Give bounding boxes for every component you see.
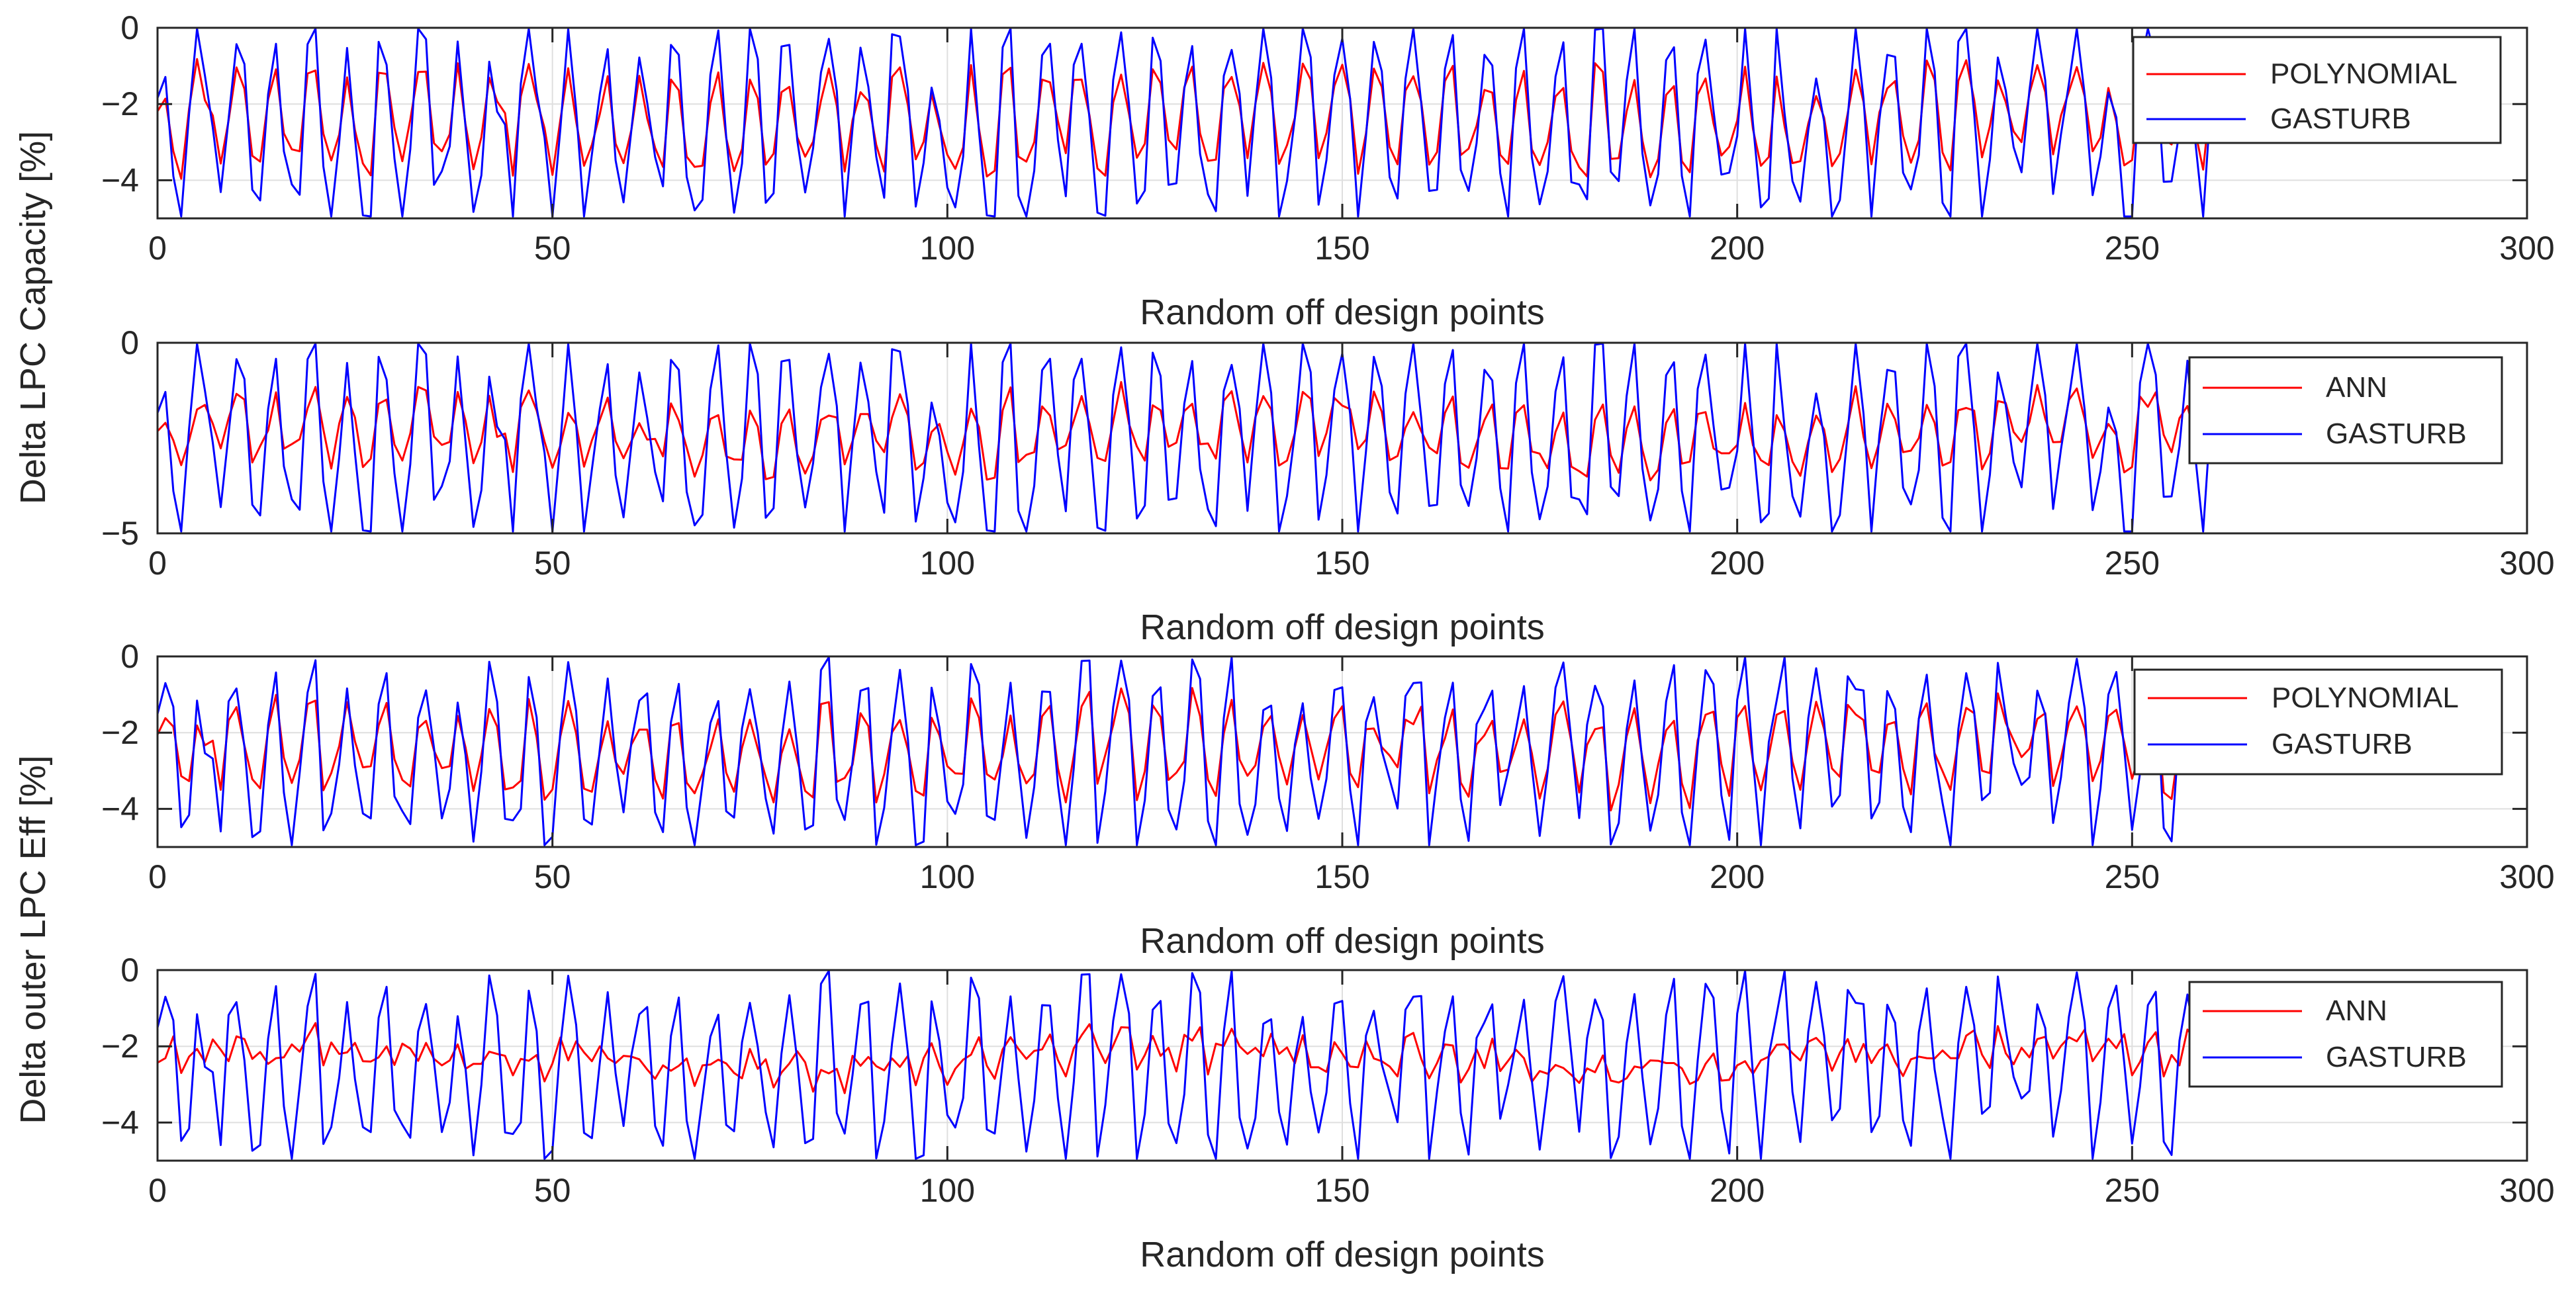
x-tick-label: 200 [1710,1172,1765,1209]
x-tick-label: 250 [2105,230,2160,267]
x-tick-label: 250 [2105,1172,2160,1209]
axis-ticks: 0 50 100 150 200 250 300 0 −2 −4 [101,638,2555,895]
legend-box [2132,36,2502,144]
y-tick-label: −4 [101,790,139,827]
series-layer [156,27,2228,218]
x-tick-label: 0 [148,1172,167,1209]
x-tick-label: 300 [2499,230,2554,267]
legend-entry-gasturb: GASTURB [2270,103,2411,135]
legend: POLYNOMIAL GASTURB [2133,668,2503,776]
y-tick-label: −4 [101,161,139,199]
legend-entry-gasturb: GASTURB [2272,728,2413,760]
x-tick-label: 150 [1314,230,1369,267]
x-tick-label: 50 [534,858,571,895]
series-line-gasturb [156,27,2228,218]
subplot-1: 0 50 100 150 200 250 300 0 −2 −4 Random off desig… [101,9,2555,332]
y-axis-label-efficiency: Delta outer LPC Eff [%] [13,755,53,1124]
y-tick-label: −5 [101,515,139,552]
x-tick-label: 300 [2499,545,2554,582]
series-line-gasturb [156,656,2197,846]
series-line-gasturb [156,969,2197,1160]
y-tick-label: −4 [101,1104,139,1141]
legend-box [2188,981,2503,1088]
legend-entry-gasturb: GASTURB [2326,1041,2467,1073]
x-tick-label: 0 [148,230,167,267]
x-tick-label: 0 [148,545,167,582]
legend-entry-polynomial: POLYNOMIAL [2272,682,2459,714]
series-line-ann [157,1022,2196,1094]
x-tick-label: 250 [2105,545,2160,582]
legend: ANN GASTURB [2188,981,2503,1088]
x-tick-label: 300 [2499,1172,2554,1209]
y-tick-label: −2 [101,714,139,751]
x-axis-label: Random off design points [1140,1235,1544,1274]
legend: POLYNOMIAL GASTURB [2132,36,2502,144]
x-tick-label: 200 [1710,858,1765,895]
axis-ticks: 0 50 100 150 200 250 300 0 −2 −4 [101,9,2555,267]
x-axis-label: Random off design points [1140,607,1544,647]
legend-box [2133,668,2503,776]
x-tick-label: 250 [2105,858,2160,895]
legend-entry-ann: ANN [2326,371,2387,404]
legend-box [2188,356,2503,465]
x-tick-label: 150 [1314,545,1369,582]
x-tick-label: 50 [534,1172,571,1209]
legend: ANN GASTURB [2188,356,2503,465]
legend-entry-ann: ANN [2326,995,2387,1027]
x-tick-label: 100 [920,1172,975,1209]
x-tick-label: 0 [148,858,167,895]
grid-lines [158,28,2527,218]
y-tick-label: −2 [101,1028,139,1065]
y-tick-label: 0 [120,952,139,989]
y-tick-label: 0 [120,638,139,675]
series-layer [156,342,2228,533]
subplot-3: 0 50 100 150 200 250 300 0 −2 −4 Random off desig… [101,638,2555,961]
x-tick-label: 100 [920,545,975,582]
y-axis-label-capacity: Delta LPC Capacity [%] [13,131,53,504]
x-tick-label: 300 [2499,858,2554,895]
series-line-polynomial [156,687,2197,812]
x-tick-label: 100 [920,230,975,267]
x-axis-label: Random off design points [1140,292,1544,332]
y-tick-label: 0 [120,324,139,361]
x-tick-label: 150 [1314,1172,1369,1209]
series-line-gasturb [156,342,2228,533]
subplot-4: 0 50 100 150 200 250 300 0 −2 −4 Random off desig… [101,952,2555,1274]
x-tick-label: 200 [1710,545,1765,582]
y-tick-label: 0 [120,9,139,46]
x-tick-label: 100 [920,858,975,895]
grid-lines [158,970,2527,1161]
legend-entry-polynomial: POLYNOMIAL [2270,58,2458,90]
axis-ticks: 0 50 100 150 200 250 300 0 −2 −4 [101,952,2555,1209]
x-tick-label: 50 [534,230,571,267]
x-tick-label: 150 [1314,858,1369,895]
x-tick-label: 200 [1710,230,1765,267]
legend-entry-gasturb: GASTURB [2326,418,2467,450]
x-tick-label: 50 [534,545,571,582]
y-tick-label: −2 [101,85,139,122]
x-axis-label: Random off design points [1140,921,1544,961]
series-layer [156,656,2197,846]
series-layer [156,969,2197,1160]
